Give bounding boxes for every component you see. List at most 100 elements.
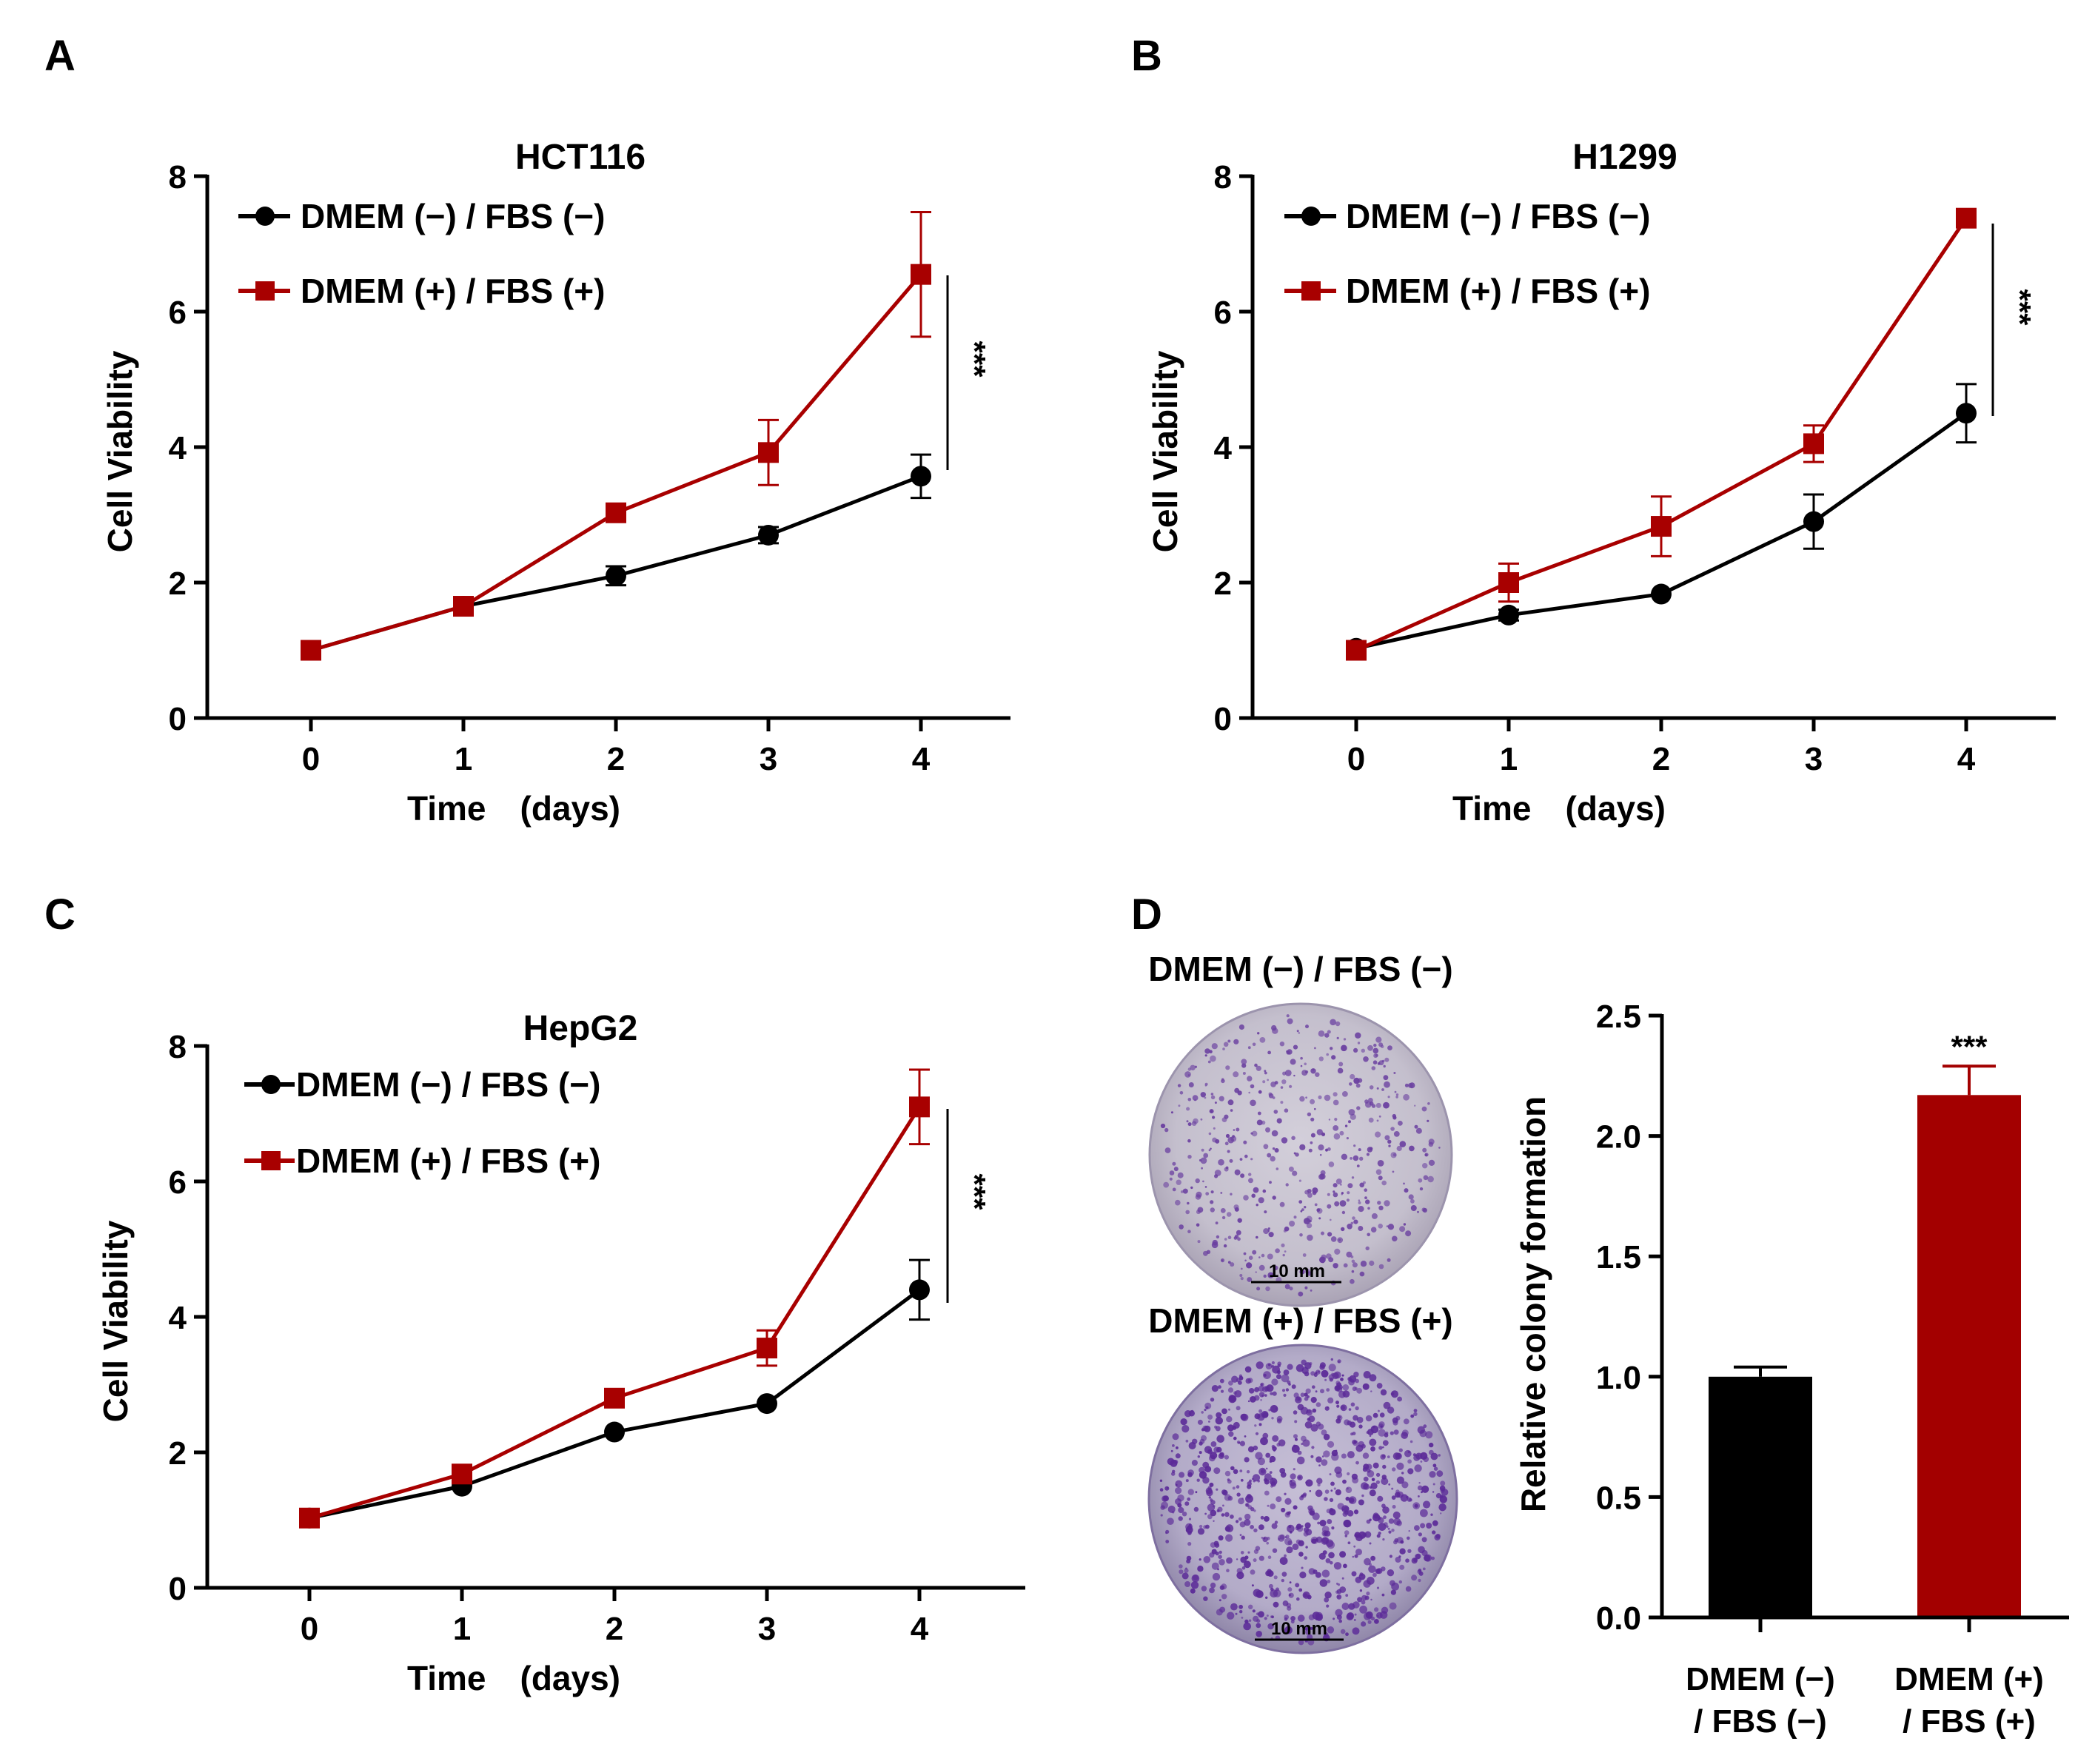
colony-dot: [1224, 1470, 1231, 1477]
colony-dot: [1428, 1138, 1435, 1145]
colony-dot: [1202, 1180, 1204, 1183]
colony-dot: [1381, 1059, 1385, 1063]
colony-dot: [1315, 1612, 1323, 1620]
colony-dot: [1298, 1291, 1304, 1297]
colony-dot: [1333, 1263, 1338, 1269]
colony-dot: [1285, 1388, 1290, 1392]
colony-dot: [1218, 1385, 1221, 1389]
colony-dot: [1270, 1156, 1276, 1162]
colony-dot: [1277, 1364, 1281, 1368]
colony-dot: [1375, 1131, 1381, 1138]
colony-dot: [1336, 1589, 1342, 1594]
colony-dot: [1258, 1611, 1264, 1618]
colony-dot: [1238, 1374, 1242, 1378]
y-axis-label: Cell Viability: [1146, 350, 1184, 552]
colony-dot: [1247, 1446, 1255, 1453]
colony-dot: [1392, 1467, 1396, 1472]
colony-dot: [1209, 1587, 1215, 1594]
colony-dot: [1240, 1267, 1243, 1270]
colony-dot: [1204, 1446, 1213, 1454]
colony-dot: [1218, 1452, 1224, 1459]
colony-dot: [1201, 1586, 1207, 1592]
colony-dot: [1214, 1543, 1220, 1548]
colony-dot: [1362, 1452, 1370, 1459]
colony-dot: [1180, 1190, 1184, 1193]
y-tick-label: 6: [169, 1164, 187, 1201]
legend-label: DMEM (+) / FBS (+): [1346, 272, 1650, 310]
colony-dot: [1164, 1486, 1170, 1491]
colony-dot: [1267, 1230, 1270, 1232]
colony-dot: [1258, 1555, 1264, 1561]
colony-dot: [1376, 1586, 1380, 1589]
colony-dot: [1351, 1176, 1355, 1179]
x-tick-label: 0: [302, 741, 320, 777]
colony-dot: [1355, 1032, 1361, 1039]
colony-dot: [1387, 1569, 1395, 1577]
colony-dot: [1178, 1506, 1184, 1514]
colony-dot: [1382, 1506, 1390, 1514]
colony-dot: [1172, 1161, 1176, 1166]
colony-dot: [1265, 1452, 1271, 1458]
colony-dot: [1265, 1596, 1268, 1599]
colony-dot: [1408, 1530, 1410, 1532]
colony-dot: [1213, 1467, 1221, 1475]
legend-label: DMEM (−) / FBS (−): [301, 197, 605, 235]
colony-dot: [1382, 1446, 1384, 1449]
colony-dot: [1192, 1574, 1199, 1581]
colony-dot: [1417, 1485, 1423, 1491]
data-point: [1803, 511, 1824, 532]
y-tick-label: 2.0: [1596, 1119, 1641, 1156]
colony-dot: [1233, 1129, 1236, 1131]
colony-dot: [1378, 1517, 1384, 1523]
colony-dot: [1250, 1084, 1255, 1089]
colony-dot: [1343, 1038, 1347, 1041]
colony-dot: [1185, 1479, 1189, 1483]
colony-dot: [1265, 1467, 1268, 1470]
colony-dot: [1304, 1062, 1307, 1066]
colony-dot: [1413, 1557, 1418, 1563]
colony-dot: [1370, 1390, 1372, 1392]
colony-dot: [1175, 1199, 1181, 1206]
colony-dot: [1350, 1255, 1354, 1258]
legend-marker-square: [255, 281, 275, 301]
colony-dot: [1239, 1469, 1243, 1472]
data-point: [1346, 640, 1367, 661]
colony-dot: [1184, 1501, 1190, 1506]
colony-dot: [1215, 1417, 1224, 1425]
y-axis-label: Relative colony formation: [1514, 1096, 1552, 1512]
colony-dot: [1315, 1402, 1321, 1407]
colony-dot: [1421, 1207, 1427, 1212]
colony-dot: [1289, 1084, 1293, 1088]
colony-dot: [1279, 1534, 1285, 1540]
legend-label: DMEM (−) / FBS (−): [296, 1065, 600, 1104]
y-tick-label: 0: [169, 701, 187, 737]
colony-dot: [1244, 1503, 1250, 1507]
colony-dot: [1213, 1127, 1216, 1130]
colony-dot: [1438, 1503, 1447, 1512]
significance-marker: ***: [957, 341, 992, 378]
colony-dot: [1231, 1375, 1238, 1383]
data-point: [299, 1507, 320, 1529]
colony-dot: [1267, 1050, 1271, 1055]
colony-dot: [1354, 1619, 1356, 1621]
colony-dot: [1175, 1453, 1181, 1459]
colony-dot: [1407, 1549, 1412, 1553]
colony-dot: [1256, 1623, 1261, 1629]
colony-dot: [1436, 1470, 1444, 1478]
colony-dot: [1255, 1452, 1263, 1460]
colony-dot: [1211, 1562, 1219, 1570]
colony-dot: [1190, 1581, 1199, 1589]
colony-dot: [1215, 1138, 1220, 1144]
colony-dot: [1395, 1096, 1398, 1099]
colony-dot: [1253, 1445, 1258, 1451]
colony-dot: [1439, 1495, 1444, 1498]
colony-dot: [1304, 1421, 1313, 1429]
colony-dot: [1421, 1491, 1423, 1494]
x-category-label: / FBS (+): [1903, 1703, 2036, 1740]
colony-dot: [1399, 1564, 1405, 1570]
series-dmem-plus-fbs-plus: [301, 210, 931, 661]
colony-dot: [1329, 1473, 1332, 1476]
plot-area: [1346, 207, 1977, 661]
colony-dot: [1184, 1071, 1191, 1078]
colony-dot: [1286, 1014, 1290, 1018]
